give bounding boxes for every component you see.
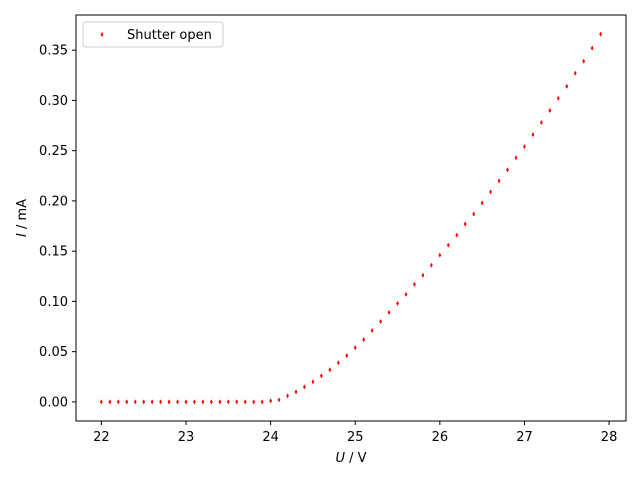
data-point [472, 211, 476, 217]
data-point [116, 399, 120, 405]
data-point [463, 221, 467, 227]
data-point [548, 107, 552, 113]
y-tick-label: 0.10 [39, 295, 68, 310]
legend-marker-diamond-icon [100, 32, 104, 37]
data-point [277, 397, 281, 403]
data-point [311, 379, 315, 385]
data-point [396, 300, 399, 306]
axis-ticks: 22 23 24 25 26 27 28 0.00 0.05 0.10 0.15 0.20 0.25 0.… [39, 44, 617, 445]
data-point [429, 262, 433, 268]
data-point [599, 31, 603, 37]
data-point [269, 398, 273, 404]
x-tick-label: 23 [178, 430, 195, 445]
data-point [226, 399, 230, 405]
data-point [387, 309, 391, 315]
data-point [362, 337, 366, 343]
data-point [201, 399, 205, 405]
plot-area [99, 31, 603, 405]
y-tick-label: 0.30 [39, 94, 68, 109]
x-tick-label: 24 [262, 430, 279, 445]
data-point [150, 399, 154, 405]
data-point [345, 353, 349, 359]
data-point [142, 399, 146, 405]
x-tick-label: 25 [347, 430, 364, 445]
y-tick-label: 0.35 [39, 44, 68, 59]
data-point [404, 291, 408, 297]
data-point [286, 393, 289, 399]
data-point [438, 252, 442, 258]
data-point [303, 384, 306, 390]
x-tick-label: 27 [516, 430, 533, 445]
data-point [506, 167, 509, 173]
data-point [319, 373, 323, 379]
data-point [328, 367, 332, 373]
x-axis-label: U / V [335, 451, 366, 466]
data-point [294, 389, 298, 395]
data-point [497, 178, 501, 184]
y-tick-label: 0.20 [39, 194, 68, 209]
y-tick-label: 0.00 [39, 395, 68, 410]
data-point [243, 399, 247, 405]
data-point [99, 399, 103, 405]
data-point [370, 328, 374, 334]
data-point [125, 399, 129, 405]
data-point [184, 399, 188, 405]
data-point [523, 144, 526, 150]
data-point [556, 95, 560, 101]
data-point [514, 155, 518, 161]
data-point [446, 242, 450, 248]
data-point [193, 399, 196, 405]
y-tick-label: 0.05 [39, 345, 68, 360]
data-point [167, 399, 171, 405]
data-point [413, 281, 416, 287]
x-tick-label: 22 [93, 430, 110, 445]
data-point [336, 360, 340, 366]
data-point [489, 189, 493, 195]
data-point [531, 132, 535, 138]
data-point [218, 399, 222, 405]
data-point [455, 232, 459, 238]
data-point [421, 272, 425, 278]
data-point [260, 399, 264, 405]
data-point [582, 58, 586, 64]
plot-frame [75, 14, 627, 422]
x-tick-label: 28 [601, 430, 618, 445]
data-point [159, 399, 163, 405]
data-point [539, 120, 543, 126]
x-tick-label: 26 [432, 430, 449, 445]
legend-label: Shutter open [127, 28, 212, 43]
y-tick-label: 0.15 [39, 245, 68, 260]
data-point [480, 200, 484, 206]
data-point [379, 319, 383, 325]
data-point [573, 70, 577, 76]
data-point [353, 345, 357, 351]
legend: Shutter open [82, 21, 224, 48]
data-point [235, 399, 239, 405]
data-point [252, 399, 256, 405]
legend-box [82, 21, 224, 48]
data-point [209, 399, 213, 405]
y-tick-label: 0.25 [39, 144, 68, 159]
y-axis-label: I / mA [15, 199, 30, 237]
data-point [590, 45, 594, 51]
data-point [108, 399, 112, 405]
data-point [133, 399, 137, 405]
data-point [176, 399, 179, 405]
data-point [565, 83, 569, 89]
